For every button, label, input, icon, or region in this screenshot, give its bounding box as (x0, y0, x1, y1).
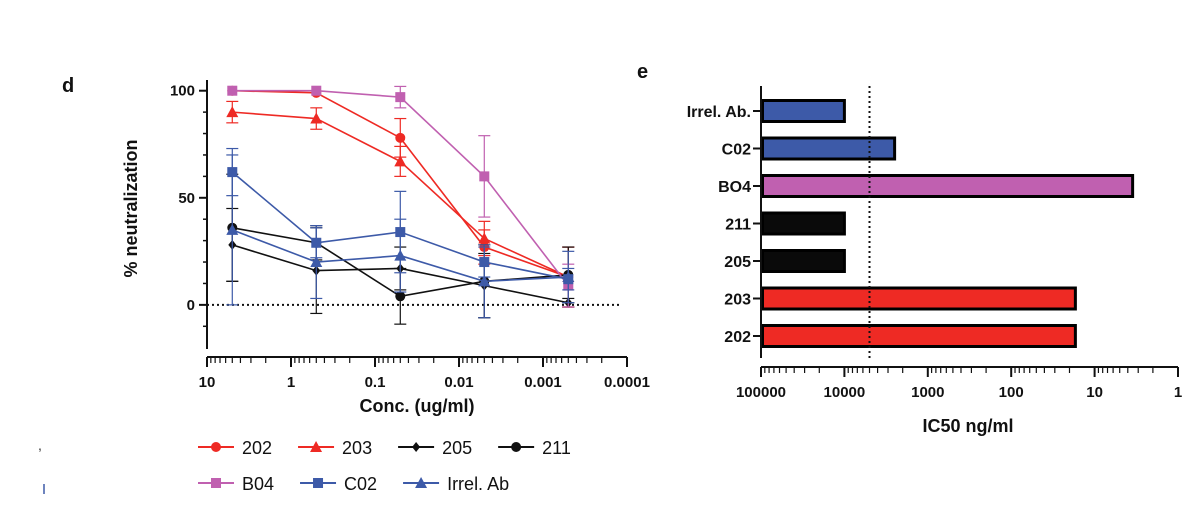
bar-205 (761, 249, 846, 273)
bar-irrel-ab- (761, 99, 846, 123)
legend-marker (313, 478, 324, 488)
legend-item-c02: C02 (300, 474, 377, 494)
e-category-label: 211 (725, 217, 751, 234)
legend-marker (211, 478, 221, 488)
e-category-label: 205 (724, 254, 751, 271)
bar-211 (761, 211, 846, 236)
legend-label: 205 (442, 438, 472, 458)
d-y-tick-label: 50 (178, 190, 195, 207)
legend-label: 203 (342, 438, 372, 458)
data-point (395, 92, 406, 103)
data-point (478, 232, 491, 244)
bar-202 (761, 324, 1077, 348)
bar-c02 (761, 136, 897, 161)
d-x-tick-label: 1 (287, 374, 295, 391)
data-point (310, 112, 323, 124)
legend: 202 203 205 211 B04 C02 Irrel. Ab (198, 438, 571, 494)
e-x-tick-label: 10 (1086, 384, 1103, 401)
e-x-tick-label: 100000 (736, 384, 786, 401)
data-point (395, 132, 406, 143)
legend-label: Irrel. Ab (447, 474, 509, 494)
data-point (226, 223, 239, 235)
e-x-tick-label: 10000 (824, 384, 866, 401)
e-category-label: Irrel. Ab. (687, 104, 751, 121)
e-x-tick-label: 100 (999, 384, 1024, 401)
d-y-tick-label: 100 (170, 83, 195, 100)
e-category-label: C02 (722, 142, 751, 159)
legend-marker (211, 442, 221, 452)
data-point (395, 291, 406, 302)
panel-e-letter: e (637, 61, 648, 83)
e-x-tick-label: 1000 (911, 384, 944, 401)
d-y-tick-label: 0 (187, 297, 195, 314)
data-point (226, 106, 239, 118)
neutralization-chart: 0 50 100 10 1 0.1 0.01 0.001 0.0001 Conc. (ug/ml… (121, 80, 650, 494)
legend-marker (310, 441, 323, 452)
legend-marker (415, 477, 428, 488)
data-point (310, 256, 323, 268)
d-x-tick-label: 0.001 (524, 374, 562, 391)
legend-marker (511, 442, 522, 452)
d-x-tick-label: 0.01 (444, 374, 473, 391)
legend-item-211: 211 (498, 438, 571, 458)
e-category-label: BO4 (718, 179, 751, 196)
legend-label: C02 (344, 474, 377, 494)
d-x-tick-label: 10 (199, 374, 216, 391)
d-y-axis-label: % neutralization (121, 139, 141, 277)
data-point (562, 271, 575, 283)
d-x-axis-label: Conc. (ug/ml) (360, 396, 475, 416)
stray-mark: , (38, 437, 42, 453)
panel-d-letter: d (62, 75, 74, 97)
legend-item-203: 203 (298, 438, 372, 458)
data-point (394, 249, 407, 261)
legend-label: B04 (242, 474, 274, 494)
e-x-tick-label: 1 (1174, 384, 1182, 401)
legend-item-205: 205 (398, 438, 472, 458)
legend-marker (412, 442, 421, 452)
data-point (311, 85, 322, 96)
ic50-bar-chart: Irrel. Ab. C02 BO4 211 205 203 202 100000 10000 1… (687, 86, 1182, 436)
e-category-label: 202 (724, 329, 751, 346)
legend-item-b04: B04 (198, 474, 274, 494)
e-category-label: 203 (724, 292, 751, 309)
data-point (227, 85, 238, 96)
bar-bo4 (761, 174, 1135, 198)
legend-item-202: 202 (198, 438, 272, 458)
d-x-tick-label: 0.0001 (604, 374, 650, 391)
series-irrel-ab (226, 154, 575, 319)
data-point (479, 171, 490, 182)
legend-label: 202 (242, 438, 272, 458)
legend-item-irrel-ab: Irrel. Ab (403, 474, 509, 494)
data-point (478, 275, 491, 287)
d-x-tick-label: 0.1 (365, 374, 386, 391)
data-point (394, 155, 407, 167)
bar-203 (761, 286, 1077, 311)
legend-label: 211 (542, 438, 571, 458)
e-x-axis-label: IC50 ng/ml (922, 416, 1013, 436)
